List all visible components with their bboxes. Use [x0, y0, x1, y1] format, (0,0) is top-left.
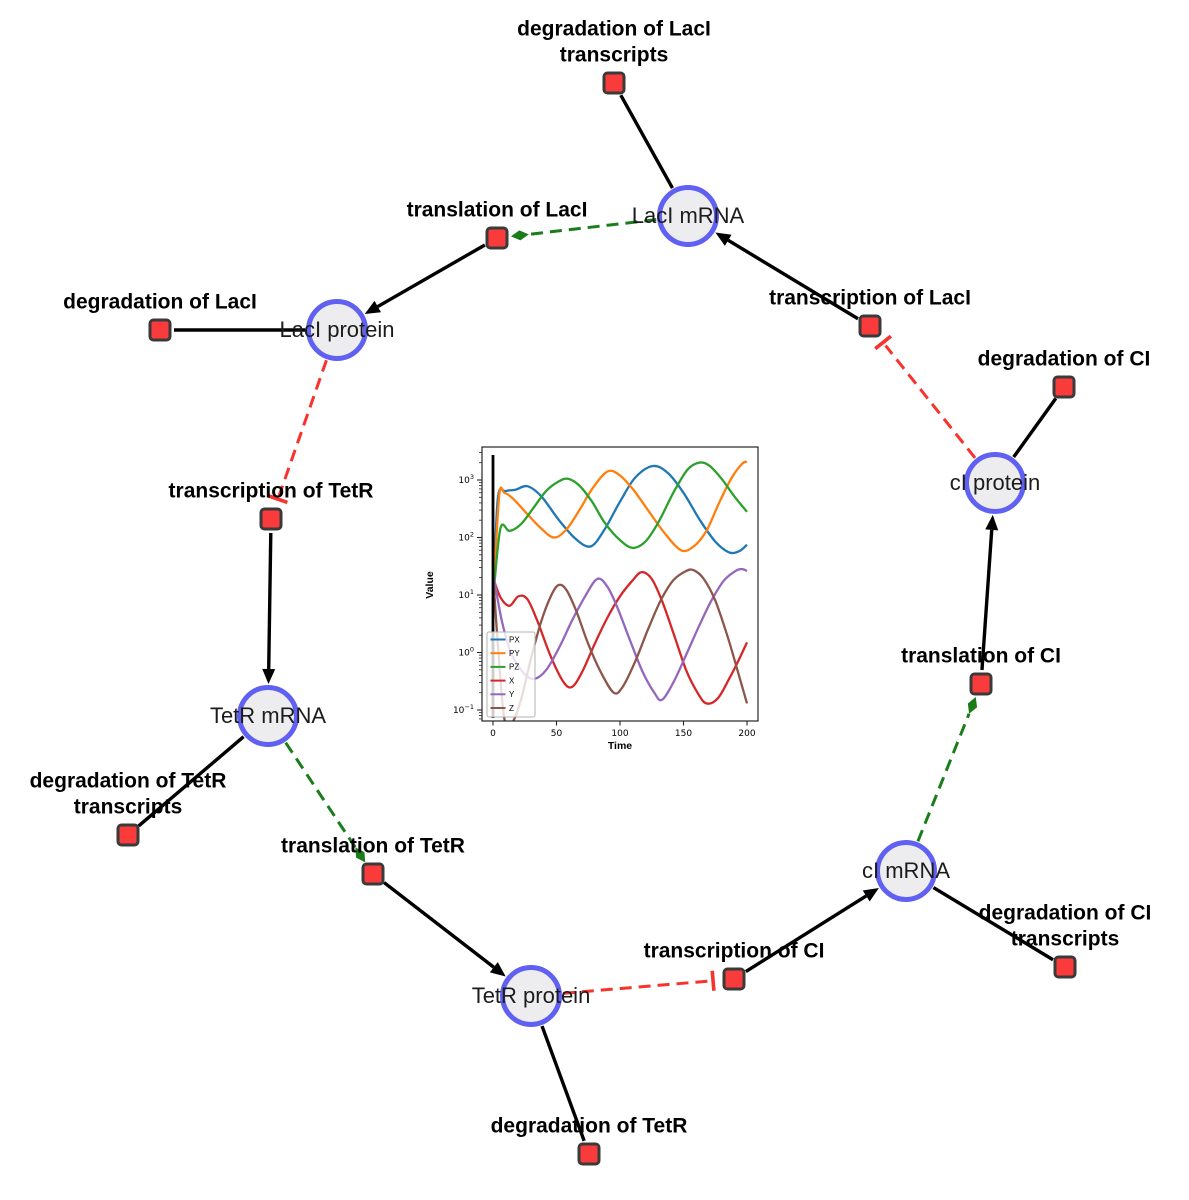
reaction-label: transcription of LacI — [769, 286, 971, 310]
simulation-plot: 0 50 100 150 200 10−1 100 101 102 103 Time Value PX P… — [420, 427, 770, 760]
species-node-laci-protein[interactable]: LacI protein — [280, 299, 394, 361]
species-circle[interactable] — [657, 185, 719, 247]
reaction-node-degradation-tetr-transcripts[interactable]: degradation of TetR transcripts — [30, 770, 226, 847]
species-circle[interactable] — [500, 965, 562, 1027]
species-node-laci-mrna[interactable]: LacI mRNA — [632, 185, 744, 247]
reaction-square[interactable] — [858, 314, 882, 338]
reaction-square[interactable] — [361, 862, 385, 886]
reaction-label: translation of LacI — [406, 198, 588, 222]
reaction-square[interactable] — [1053, 955, 1077, 979]
svg-text:PX: PX — [509, 635, 520, 644]
reaction-node-degradation-laci-transcripts[interactable]: degradation of LacI transcripts — [517, 18, 711, 95]
svg-text:50: 50 — [551, 729, 563, 739]
species-node-tetr-protein[interactable]: TetR protein — [472, 965, 590, 1027]
reaction-square[interactable] — [116, 823, 140, 847]
reaction-label: degradation of CI — [977, 347, 1151, 371]
svg-text:200: 200 — [738, 729, 755, 739]
svg-text:Time: Time — [608, 740, 632, 752]
reaction-square[interactable] — [259, 507, 283, 531]
reaction-square[interactable] — [602, 71, 626, 95]
reaction-node-degradation-tetr[interactable]: degradation of TetR — [491, 1115, 687, 1166]
svg-text:100: 100 — [611, 729, 628, 739]
svg-text:101: 101 — [458, 588, 474, 601]
species-label: TetR mRNA — [209, 703, 327, 728]
svg-text:PY: PY — [509, 649, 520, 658]
svg-text:100: 100 — [458, 646, 474, 659]
species-circle[interactable] — [306, 299, 368, 361]
reaction-square[interactable] — [485, 226, 509, 250]
reaction-label: translation of CI — [901, 644, 1061, 668]
reaction-label: degradation of TetR — [490, 1114, 688, 1138]
reaction-square[interactable] — [722, 967, 746, 991]
species-node-ci-mrna[interactable]: cI mRNA — [862, 840, 950, 902]
svg-text:10−1: 10−1 — [453, 703, 474, 716]
species-node-tetr-mrna[interactable]: TetR mRNA — [210, 685, 326, 747]
reaction-square[interactable] — [577, 1142, 601, 1166]
reaction-label: transcription of CI — [643, 939, 825, 963]
svg-text:Value: Value — [424, 571, 436, 599]
species-label: TetR protein — [471, 983, 591, 1008]
species-label: LacI mRNA — [631, 203, 745, 228]
reaction-label: degradation of TetR transcripts — [29, 769, 227, 819]
reaction-node-transcription-ci[interactable]: transcription of CI — [644, 940, 824, 991]
svg-text:Y: Y — [509, 690, 515, 699]
species-label: LacI protein — [279, 317, 395, 342]
reaction-square[interactable] — [148, 318, 172, 342]
reaction-node-degradation-ci[interactable]: degradation of CI — [978, 348, 1150, 399]
svg-text:PZ: PZ — [509, 663, 519, 672]
species-circle[interactable] — [964, 452, 1026, 514]
svg-text:0: 0 — [490, 729, 496, 739]
svg-text:103: 103 — [458, 473, 474, 486]
reaction-node-transcription-tetr[interactable]: transcription of TetR — [169, 480, 373, 531]
svg-text:102: 102 — [458, 531, 474, 544]
reaction-node-transcription-laci[interactable]: transcription of LacI — [769, 287, 971, 338]
svg-text:150: 150 — [675, 729, 692, 739]
reaction-node-degradation-ci-transcripts[interactable]: degradation of CI transcripts — [979, 902, 1151, 979]
species-circle[interactable] — [237, 685, 299, 747]
reaction-node-degradation-laci[interactable]: degradation of LacI — [63, 291, 257, 342]
reaction-label: degradation of CI transcripts — [978, 901, 1152, 951]
reaction-label: degradation of LacI transcripts — [517, 17, 711, 67]
svg-text:X: X — [509, 676, 515, 685]
reaction-node-translation-laci[interactable]: translation of LacI — [407, 199, 587, 250]
reaction-node-translation-ci[interactable]: translation of CI — [901, 645, 1061, 696]
species-circle[interactable] — [875, 840, 937, 902]
simulation-plot-svg: 0 50 100 150 200 10−1 100 101 102 103 Time Value PX P… — [424, 446, 759, 752]
reaction-label: translation of TetR — [281, 834, 465, 858]
species-node-ci-protein[interactable]: cI protein — [950, 452, 1040, 514]
reaction-label: transcription of TetR — [168, 479, 374, 503]
svg-text:Z: Z — [509, 704, 514, 713]
reaction-node-translation-tetr[interactable]: translation of TetR — [281, 835, 465, 886]
reaction-square[interactable] — [1052, 375, 1076, 399]
reaction-label: degradation of LacI — [63, 290, 257, 314]
species-label: cI protein — [949, 470, 1041, 495]
species-label: cI mRNA — [862, 858, 950, 883]
reaction-square[interactable] — [969, 672, 993, 696]
